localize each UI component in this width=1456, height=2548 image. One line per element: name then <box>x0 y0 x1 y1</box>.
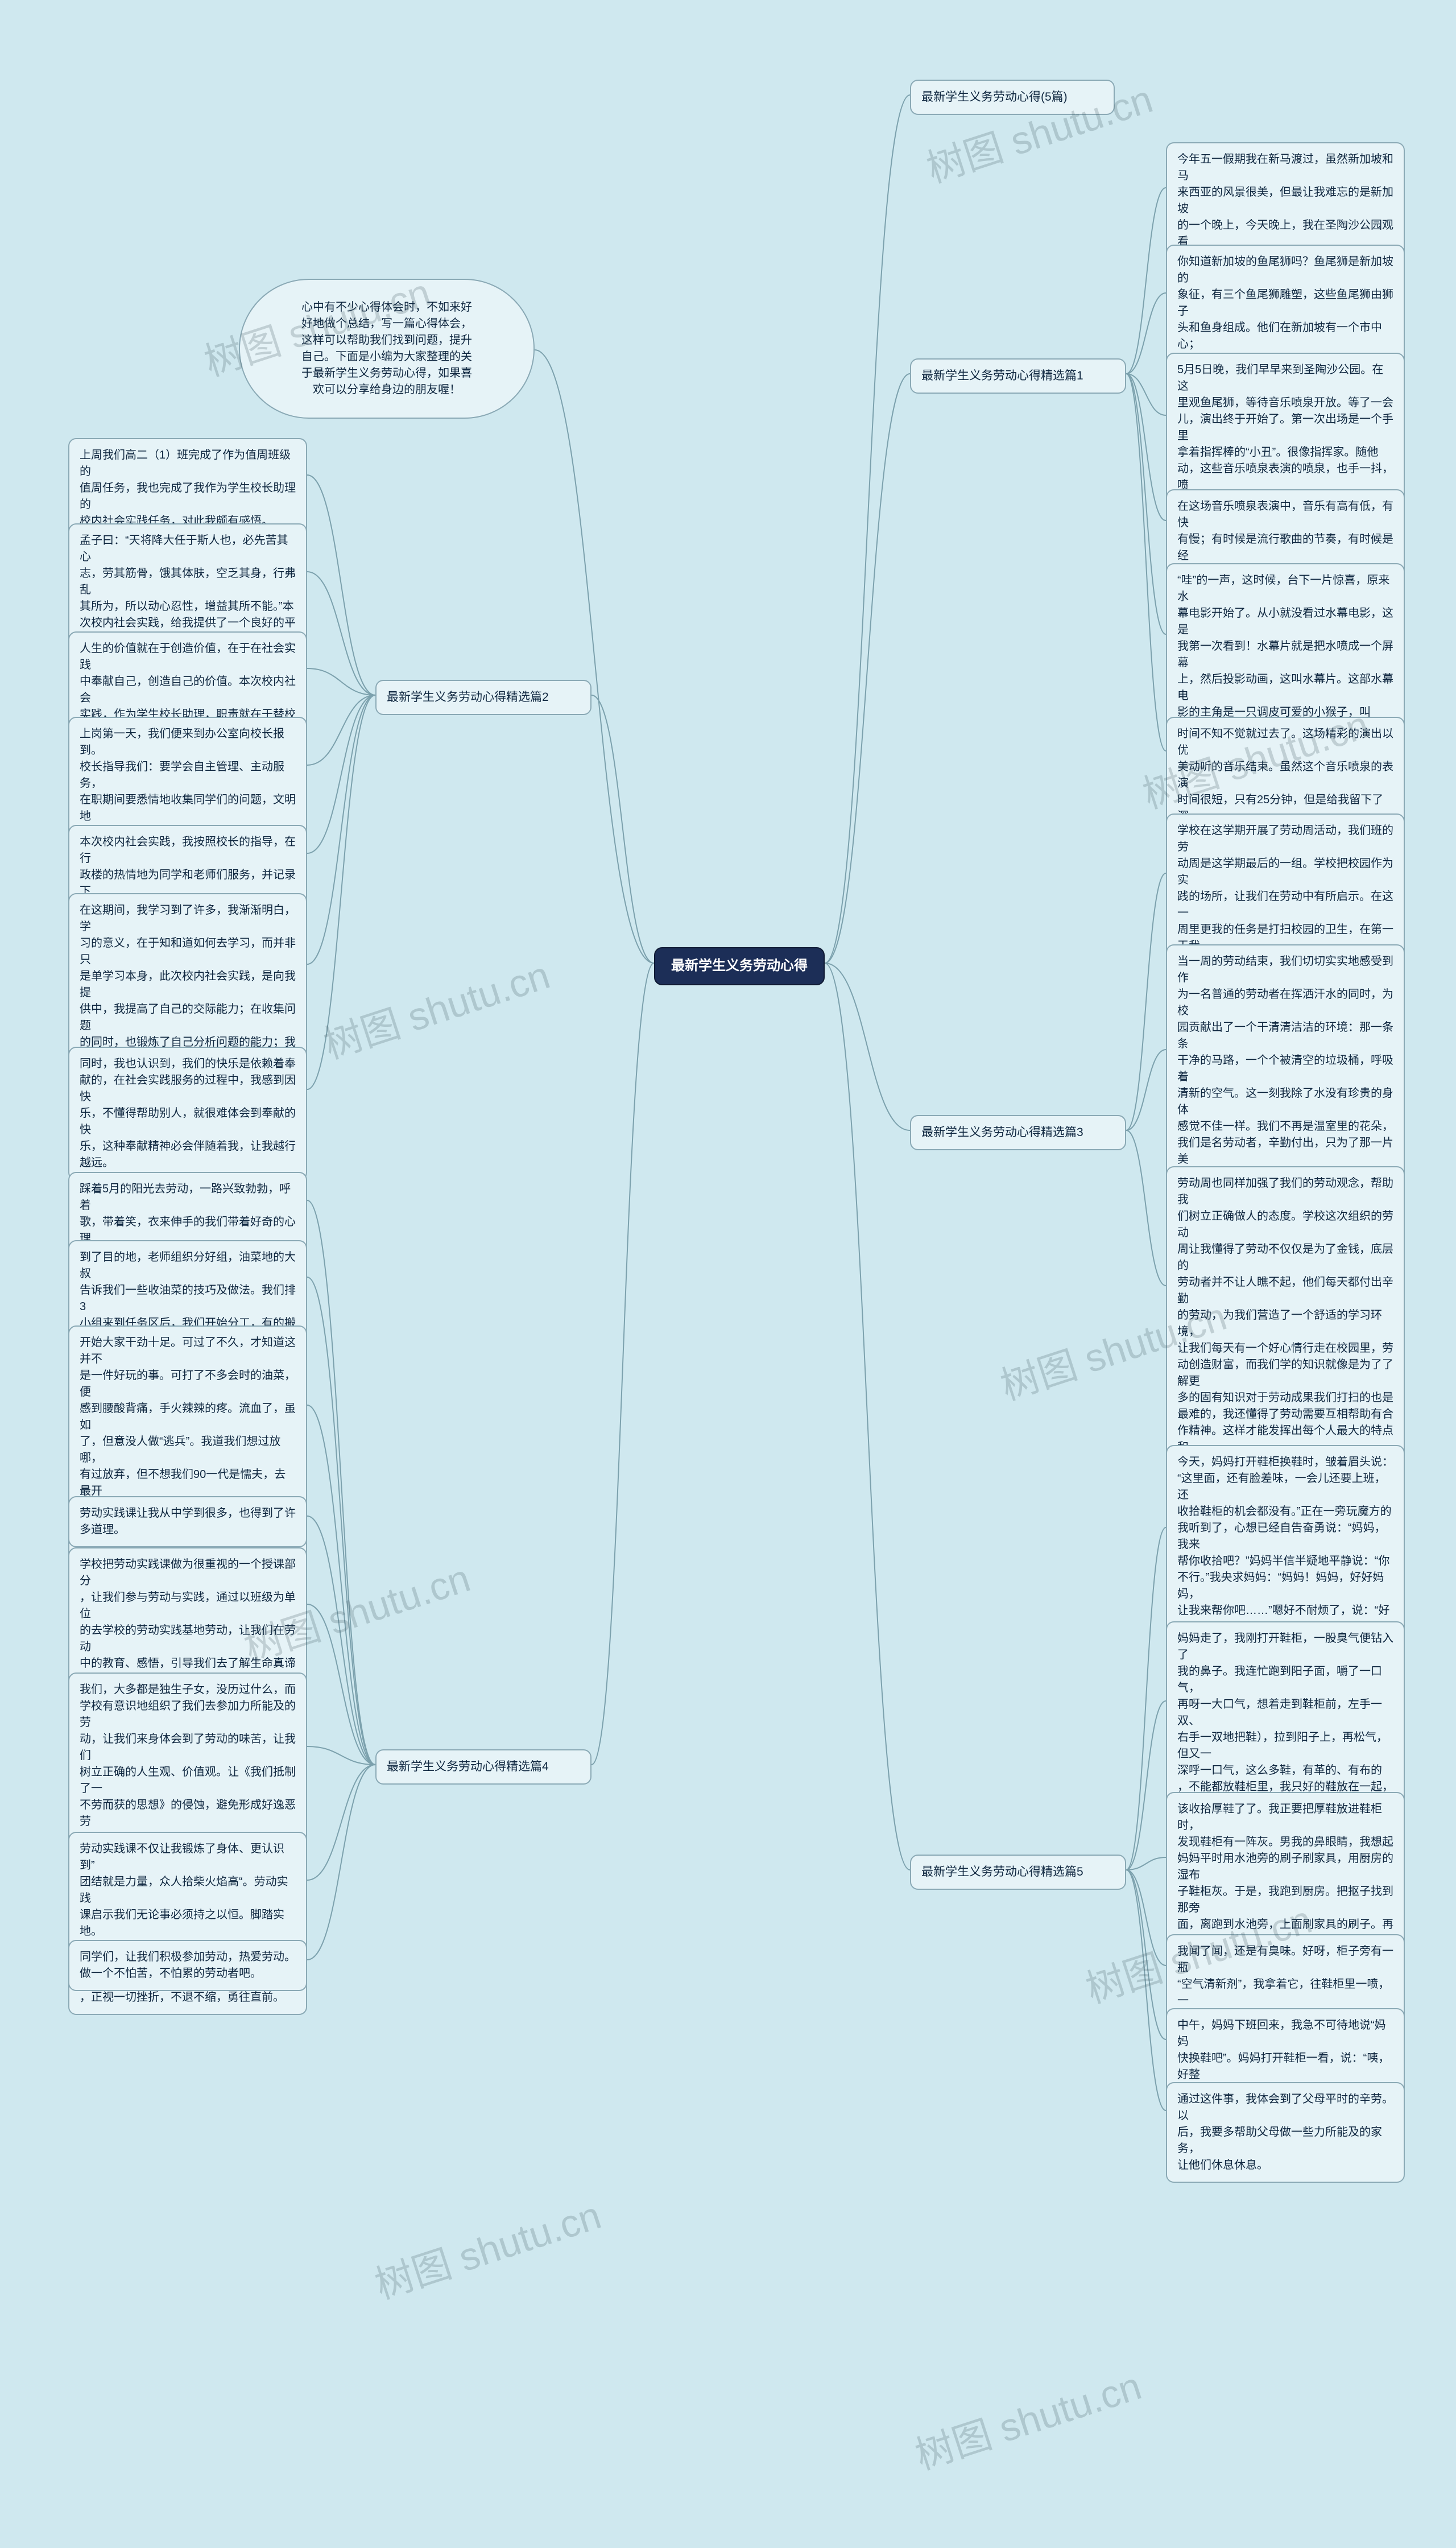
watermark: 树图 shutu.cn <box>316 944 556 1069</box>
b2l7: 同时，我也认识到，我们的快乐是依赖着奉 献的，在社会实践服务的过程中，我感到因快… <box>68 1047 307 1180</box>
b5l6: 通过这件事，我体会到了父母平时的辛劳。以 后，我要多帮助父母做一些力所能及的家务… <box>1166 2082 1405 2183</box>
b4l4: 劳动实践课让我从中学到很多，也得到了许 多道理。 <box>68 1496 307 1547</box>
b1: 最新学生义务劳动心得精选篇1 <box>910 358 1126 394</box>
b3: 最新学生义务劳动心得精选篇3 <box>910 1115 1126 1150</box>
mindmap-canvas: 最新学生义务劳动心得 心中有不少心得体会时，不如来好 好地做个总结，写一篇心得体会… <box>0 0 1456 2548</box>
b4: 最新学生义务劳动心得精选篇4 <box>375 1749 592 1785</box>
b2: 最新学生义务劳动心得精选篇2 <box>375 680 592 715</box>
intro: 心中有不少心得体会时，不如来好 好地做个总结，写一篇心得体会， 这样可以帮助我们… <box>239 279 535 419</box>
b5: 最新学生义务劳动心得精选篇5 <box>910 1855 1126 1890</box>
b4l8: 同学们，让我们积极参加劳动，热爱劳动。 做一个不怕苦，不怕累的劳动者吧。 <box>68 1940 307 1991</box>
watermark: 树图 shutu.cn <box>907 2355 1147 2480</box>
root: 最新学生义务劳动心得 <box>654 947 825 985</box>
watermark: 树图 shutu.cn <box>367 2184 607 2310</box>
b_title5: 最新学生义务劳动心得(5篇) <box>910 80 1115 115</box>
